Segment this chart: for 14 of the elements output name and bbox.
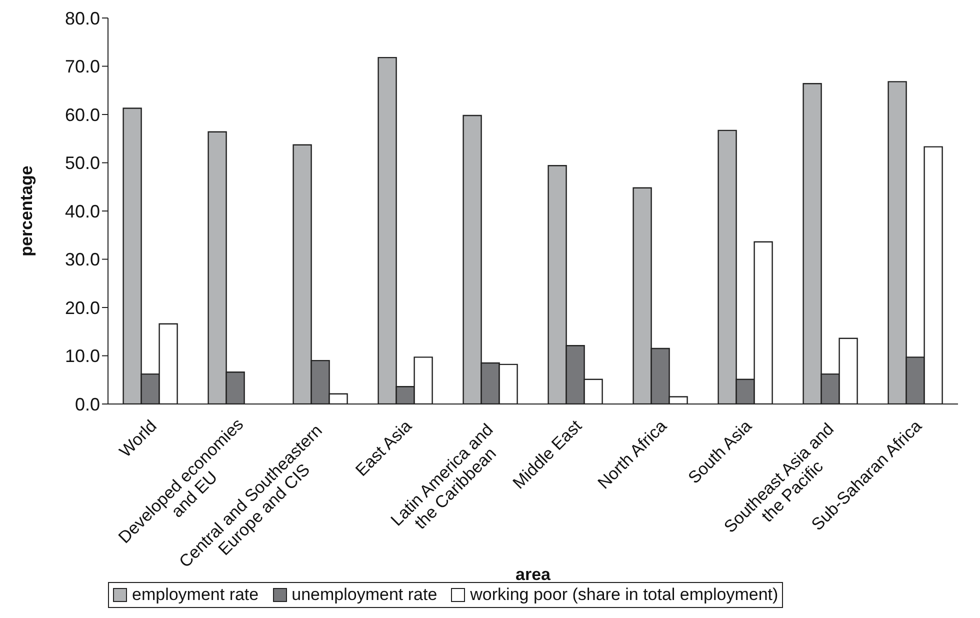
y-tick-label: 40.0 (64, 201, 100, 222)
y-tick-label: 70.0 (64, 56, 100, 77)
y-tick-label: 30.0 (64, 250, 100, 270)
y-tick-label: 60.0 (64, 104, 100, 125)
y-axis-title: percentage (17, 166, 36, 256)
y-tick-label: 10.0 (64, 346, 100, 366)
x-axis-title: area (516, 565, 552, 584)
y-tick-label: 80.0 (64, 8, 100, 28)
legend-label: working poor (share in total employment) (470, 585, 778, 605)
y-tick-label: 20.0 (64, 298, 100, 318)
y-tick-label: 50.0 (64, 153, 100, 174)
legend-label: employment rate (132, 585, 259, 605)
legend-label: unemployment rate (292, 585, 438, 605)
y-tick-label: 0.0 (74, 394, 100, 414)
